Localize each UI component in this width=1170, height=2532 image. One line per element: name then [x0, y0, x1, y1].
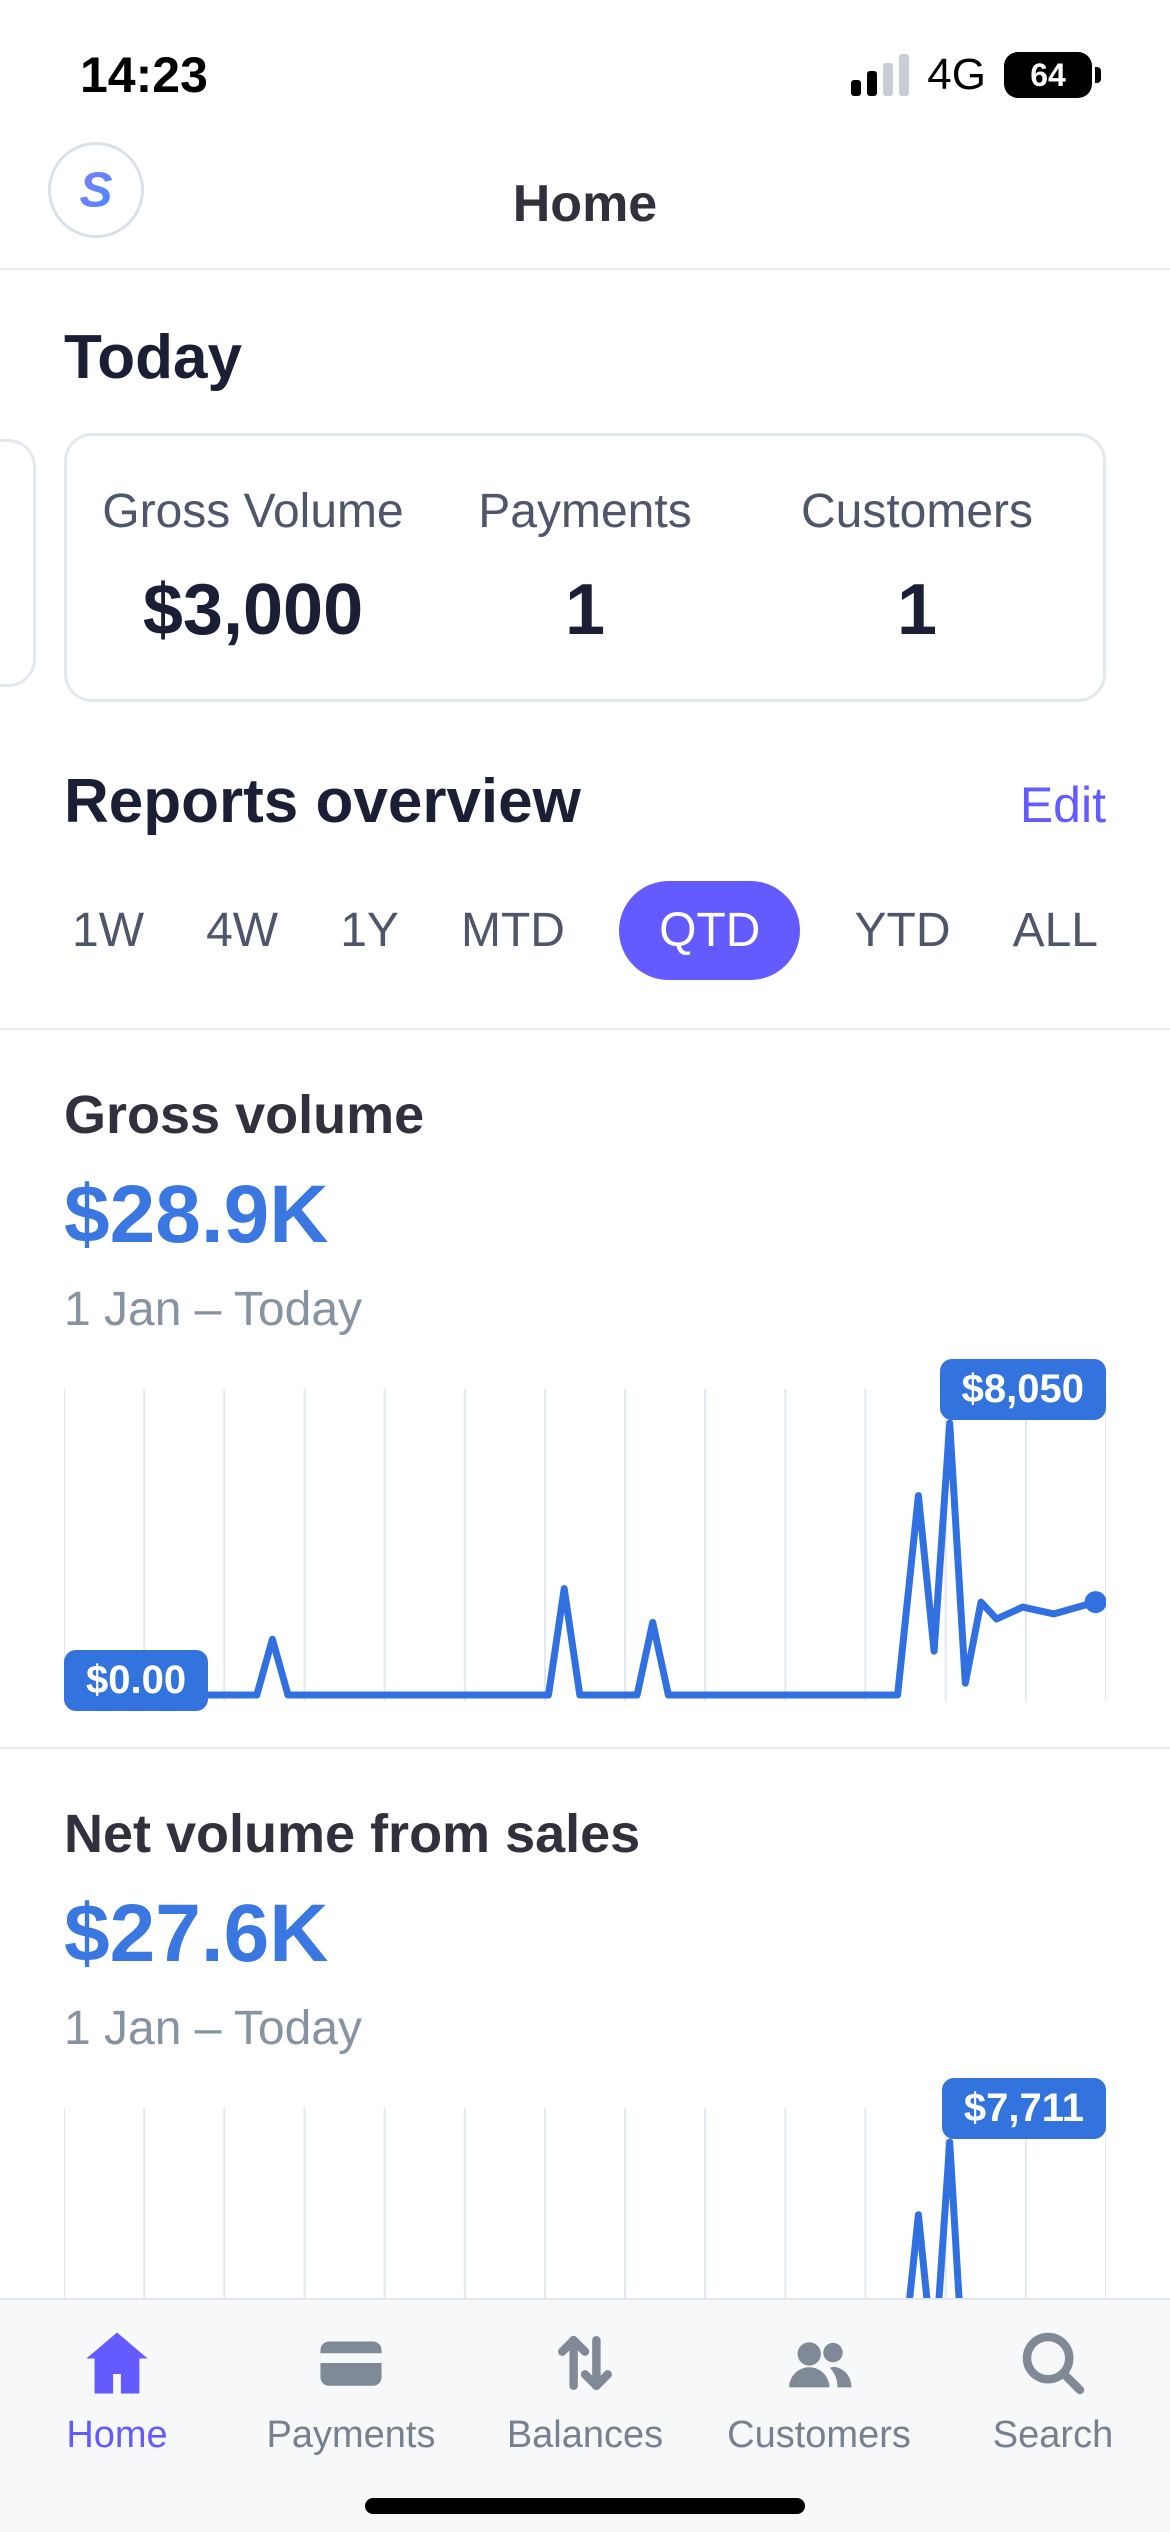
tab-balances[interactable]: Balances: [468, 2324, 702, 2532]
svg-text:S: S: [79, 163, 112, 218]
cellular-signal-icon: [851, 54, 910, 96]
stat-value: $3,000: [142, 570, 364, 650]
range-pill-ytd[interactable]: YTD: [854, 904, 951, 957]
today-heading: Today: [64, 323, 242, 392]
reports-heading: Reports overview: [64, 767, 581, 836]
chart-title: Gross volume: [64, 1085, 425, 1145]
balances-arrows-icon: [546, 2324, 624, 2402]
stat-payments: Payments 1: [419, 484, 751, 651]
range-pill-mtd[interactable]: MTD: [461, 904, 565, 957]
chart-max-badge: $8,050: [939, 1359, 1106, 1420]
today-stats-card[interactable]: Gross Volume $3,000 Payments 1 Customers…: [64, 433, 1106, 702]
reports-header: Reports overview Edit: [0, 702, 1170, 837]
stat-value: 1: [564, 570, 606, 650]
search-icon: [1014, 2324, 1092, 2402]
home-indicator[interactable]: [365, 2498, 805, 2514]
app-header: S Home: [0, 140, 1170, 270]
stat-label: Payments: [478, 485, 692, 538]
tab-label: Balances: [506, 2414, 664, 2456]
tab-customers[interactable]: Customers: [702, 2324, 936, 2532]
gross-volume-chart-area[interactable]: $8,050 $0.00: [64, 1359, 1106, 1711]
stat-label: Gross Volume: [102, 485, 404, 538]
payments-card-icon: [312, 2324, 390, 2402]
chart-total: $27.6K: [64, 1888, 329, 1979]
stripe-logo[interactable]: S: [48, 142, 144, 238]
carousel-peek-card[interactable]: [0, 439, 36, 687]
chart-max-badge: $7,711: [941, 2078, 1106, 2139]
stat-value: 1: [896, 570, 938, 650]
battery-icon: 64: [1004, 52, 1101, 98]
edit-button[interactable]: Edit: [1019, 777, 1106, 833]
customers-people-icon: [780, 2324, 858, 2402]
range-pills: 1W 4W 1Y MTD QTD YTD ALL: [0, 837, 1170, 1028]
tab-search[interactable]: Search: [936, 2324, 1170, 2532]
home-icon: [78, 2324, 156, 2402]
chart-min-badge: $0.00: [64, 1650, 209, 1711]
tab-label: Search: [992, 2414, 1114, 2456]
stat-customers: Customers 1: [751, 484, 1083, 651]
chart-date-range: 1 Jan – Today: [64, 1283, 363, 1336]
range-pill-1w[interactable]: 1W: [72, 904, 144, 957]
clock-label: 14:23: [80, 47, 208, 103]
chart-title: Net volume from sales: [64, 1804, 641, 1864]
gross-volume-section: Gross volume $28.9K 1 Jan – Today $8,050…: [0, 1030, 1170, 1749]
chart-total: $28.9K: [64, 1169, 329, 1260]
range-pill-all[interactable]: ALL: [1012, 904, 1098, 957]
battery-percent: 64: [1030, 56, 1066, 93]
range-pill-4w[interactable]: 4W: [206, 904, 279, 957]
chart-date-range: 1 Jan – Today: [64, 2002, 363, 2055]
gross-volume-chart[interactable]: [64, 1389, 1106, 1701]
tab-home[interactable]: Home: [0, 2324, 234, 2532]
status-bar: 14:23 4G 64: [0, 0, 1170, 140]
page-title: Home: [512, 175, 658, 233]
range-pill-1y[interactable]: 1Y: [340, 904, 399, 957]
tab-label: Customers: [727, 2414, 911, 2456]
stripe-logo-icon: S: [79, 163, 112, 218]
stat-gross-volume: Gross Volume $3,000: [87, 484, 419, 651]
range-pill-qtd[interactable]: QTD: [619, 881, 801, 980]
tab-bar: Home Payments Balances: [0, 2298, 1170, 2532]
stat-label: Customers: [800, 485, 1034, 538]
tab-label: Payments: [266, 2414, 436, 2456]
section-divider: [0, 1028, 1170, 1030]
tab-payments[interactable]: Payments: [234, 2324, 468, 2532]
tab-label: Home: [66, 2414, 168, 2456]
network-type-label: 4G: [927, 50, 986, 99]
today-section: Today Gross Volume $3,000 Payments 1 Cus…: [0, 270, 1170, 702]
